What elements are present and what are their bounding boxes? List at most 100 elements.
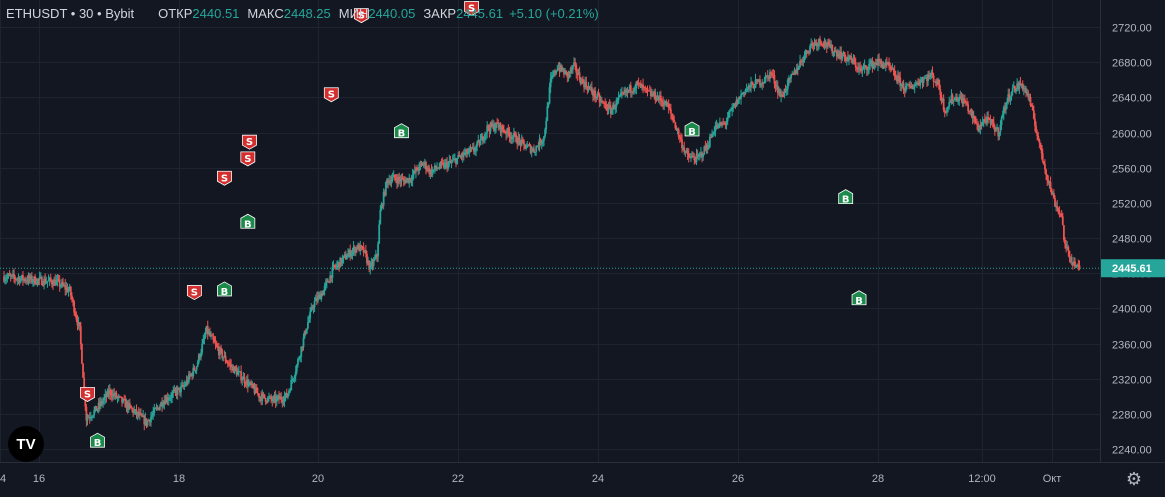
price-tick-label: 2240.00	[1112, 445, 1152, 457]
candle-body	[520, 139, 523, 146]
candle-body	[598, 95, 601, 103]
candle-body	[366, 253, 368, 264]
candle-body	[893, 70, 896, 77]
candle-body	[651, 93, 653, 96]
candle-body	[1056, 205, 1059, 208]
buy-signal-marker	[684, 121, 700, 137]
candle-body	[608, 104, 611, 107]
candle-body	[47, 280, 50, 282]
candle-body	[406, 178, 408, 180]
candle-body	[231, 366, 234, 368]
tradingview-logo[interactable]: TV	[8, 426, 44, 462]
time-axis[interactable]: 4 16 18 20 22 24 26 28 12:00 Окт	[0, 462, 1165, 486]
candle-body	[737, 96, 740, 104]
candle-body	[181, 384, 184, 387]
candle-body	[145, 418, 148, 426]
candle-body	[180, 386, 182, 393]
candle-body	[346, 257, 348, 260]
candle-body	[168, 397, 171, 400]
symbol-info[interactable]: ETHUSDT • 30 • Bybit	[6, 6, 134, 21]
candle-body	[165, 397, 168, 404]
candle-body	[24, 278, 27, 281]
candle-body	[108, 389, 111, 395]
candle-body	[983, 119, 986, 121]
candle-body	[875, 63, 878, 66]
candle-body	[386, 179, 388, 182]
candle-body	[840, 51, 843, 60]
candle-body	[961, 98, 964, 105]
candle-body	[69, 286, 72, 296]
sell-signal-marker	[217, 170, 232, 186]
candle-body	[209, 332, 211, 336]
sell-signal-label: S	[191, 288, 198, 299]
gear-icon[interactable]: ⚙	[1125, 469, 1143, 489]
candle-body	[465, 149, 467, 153]
candle-body	[669, 109, 672, 114]
candle-body	[17, 277, 20, 279]
candle-body	[96, 408, 99, 412]
time-tick-label: 16	[33, 473, 45, 485]
candle-body	[1040, 145, 1043, 154]
candle-body	[174, 389, 177, 391]
candle-body	[467, 152, 470, 155]
candle-body	[236, 372, 239, 376]
candle-body	[736, 99, 739, 104]
last-price-badge	[1101, 259, 1165, 278]
candle-body	[774, 83, 777, 87]
buy-signal-label: B	[221, 287, 229, 298]
candle-body	[981, 122, 984, 126]
candle-body	[418, 164, 421, 171]
candle-body	[4, 279, 7, 282]
candle-body	[1005, 103, 1007, 110]
candle-body	[904, 85, 907, 92]
candle-body	[402, 178, 405, 181]
candle-body	[450, 161, 453, 163]
candle-body	[686, 150, 689, 155]
candle-body	[534, 151, 536, 153]
buy-signal-marker	[90, 432, 105, 448]
candle-body	[957, 100, 960, 102]
candle-body	[596, 93, 599, 98]
candle-body	[730, 110, 732, 112]
candle-body	[769, 72, 771, 79]
candle-body	[455, 158, 457, 164]
candle-body	[942, 98, 945, 111]
candle-body	[5, 278, 8, 280]
candle-body	[1011, 87, 1014, 93]
candle-body	[147, 419, 150, 421]
candle-body	[1003, 107, 1006, 110]
candle-body	[716, 125, 719, 128]
candle-body	[955, 97, 957, 99]
candle-body	[780, 94, 783, 97]
candle-body	[553, 70, 555, 76]
candle-body	[895, 78, 898, 82]
candle-body	[462, 152, 465, 155]
candle-body	[229, 363, 231, 365]
candle-body	[540, 142, 543, 145]
candle-body	[909, 85, 912, 87]
candle-body	[507, 128, 510, 133]
candle-body	[541, 140, 544, 143]
candle-body	[253, 387, 256, 394]
candle-body	[693, 157, 696, 161]
candle-body	[595, 97, 598, 99]
candle-body	[1068, 250, 1071, 258]
candle-body	[830, 44, 833, 48]
candle-body	[60, 282, 63, 286]
candle-body	[341, 258, 344, 264]
candle-body	[976, 123, 978, 125]
candle-body	[389, 180, 392, 184]
candle-body	[499, 123, 502, 133]
candle-body	[308, 318, 310, 323]
candle-body	[558, 67, 561, 72]
candle-body	[136, 412, 139, 415]
candle-body	[182, 384, 185, 387]
candle-body	[376, 254, 378, 257]
candle-body	[480, 135, 483, 140]
candle-body	[379, 210, 382, 225]
candle-body	[560, 65, 563, 71]
candle-body	[754, 79, 757, 88]
candle-body	[1077, 264, 1080, 266]
candle-body	[822, 44, 825, 46]
